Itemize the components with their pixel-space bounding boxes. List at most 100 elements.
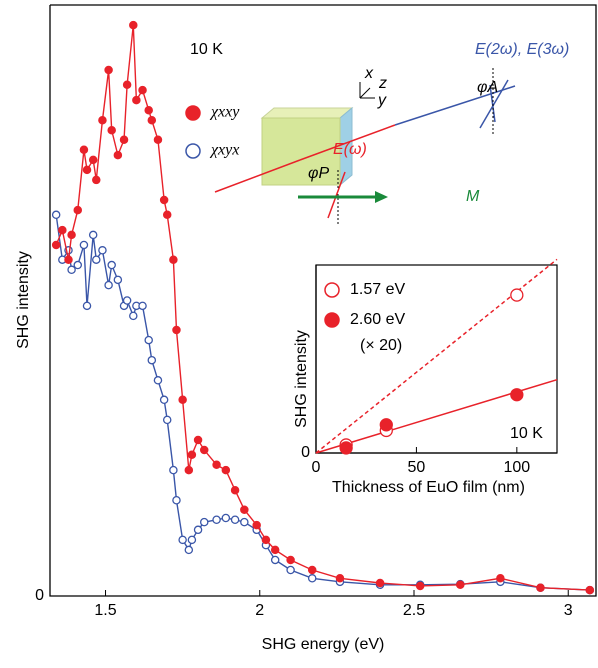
data-point <box>307 565 317 575</box>
data-point <box>172 325 181 335</box>
annotation: z <box>378 75 387 92</box>
legend-marker <box>324 282 340 298</box>
data-point <box>162 210 172 220</box>
legend-marker <box>185 105 201 121</box>
data-point <box>147 115 157 125</box>
data-point <box>147 355 157 365</box>
x-axis-label: SHG energy (eV) <box>262 636 385 653</box>
data-point <box>261 535 271 545</box>
data-point <box>169 255 178 264</box>
x-tick-label: 1.5 <box>94 602 116 619</box>
data-point <box>107 260 116 270</box>
y-tick-label: 0 <box>35 587 44 604</box>
legend-marker <box>185 143 201 159</box>
y-axis-label: SHG intensity <box>293 330 310 428</box>
data-point <box>178 395 187 405</box>
legend-label: χxyx <box>209 142 239 159</box>
data-point <box>270 555 280 565</box>
x-axis-label: Thickness of EuO film (nm) <box>332 479 525 496</box>
data-point <box>199 517 209 527</box>
data-point <box>159 195 169 205</box>
data-point <box>536 583 545 592</box>
data-point <box>510 388 524 402</box>
data-point <box>113 275 123 285</box>
data-point <box>98 246 107 255</box>
data-point <box>286 555 295 565</box>
annotation: φA <box>477 79 498 96</box>
data-point <box>187 535 197 545</box>
data-point <box>88 155 98 165</box>
data-point <box>212 460 221 470</box>
data-point <box>456 580 465 590</box>
data-point <box>153 135 163 144</box>
legend-label: 2.60 eV <box>350 311 405 328</box>
legend-label: χxxy <box>209 104 240 121</box>
data-point <box>107 126 116 135</box>
legend-label: 1.57 eV <box>350 281 405 298</box>
data-point <box>339 441 353 455</box>
data-point <box>144 105 153 115</box>
data-point <box>67 265 76 275</box>
annotation: 10 K <box>510 425 543 442</box>
legend-marker <box>324 312 340 328</box>
x-tick-label: 3 <box>564 602 573 619</box>
data-point <box>187 450 197 460</box>
y-axis-label: SHG intensity <box>15 251 32 349</box>
data-point <box>172 496 181 505</box>
data-point <box>129 311 138 321</box>
data-point <box>375 578 385 588</box>
legend-note: (× 20) <box>360 337 402 354</box>
data-point <box>98 115 107 125</box>
data-point <box>153 376 163 385</box>
data-point <box>144 335 153 345</box>
data-point <box>212 515 221 525</box>
x-tick-label: 50 <box>408 459 426 476</box>
data-point <box>178 535 187 545</box>
data-point <box>82 301 92 311</box>
data-point <box>230 485 240 495</box>
data-point <box>104 280 113 290</box>
data-point <box>122 296 132 305</box>
data-point <box>415 581 425 591</box>
data-point <box>159 395 169 405</box>
data-point <box>79 145 89 155</box>
x-tick-label: 2 <box>255 602 264 619</box>
data-point <box>510 288 524 302</box>
data-point <box>335 574 345 583</box>
data-point <box>240 517 249 527</box>
data-point <box>184 545 194 555</box>
data-point <box>286 565 295 575</box>
data-point <box>51 240 61 250</box>
x-tick-label: 100 <box>503 459 530 476</box>
annotation: x <box>364 65 374 82</box>
data-point <box>122 80 132 90</box>
data-point <box>184 465 194 475</box>
data-point <box>240 505 249 514</box>
annotation: φP <box>308 165 329 182</box>
series-line <box>55 25 590 591</box>
data-point <box>199 445 209 455</box>
data-point <box>104 65 113 75</box>
data-point <box>169 465 178 475</box>
data-point <box>119 135 129 144</box>
x-tick-label: 0 <box>312 459 321 476</box>
schematic <box>214 68 516 225</box>
data-point <box>73 205 83 215</box>
data-point <box>230 515 240 525</box>
data-point <box>138 85 147 95</box>
annotation: y <box>377 92 387 109</box>
data-point <box>79 240 89 250</box>
axes-frame <box>49 4 597 597</box>
y-tick-label: 0 <box>301 444 310 461</box>
data-point <box>132 95 141 105</box>
data-point <box>138 301 147 311</box>
data-point <box>51 210 61 220</box>
data-point <box>496 574 505 583</box>
fit-line <box>315 258 558 454</box>
data-point <box>73 260 83 270</box>
data-point <box>307 574 317 583</box>
data-point <box>67 230 76 240</box>
annotation: 10 K <box>190 41 223 58</box>
data-point <box>193 435 203 445</box>
